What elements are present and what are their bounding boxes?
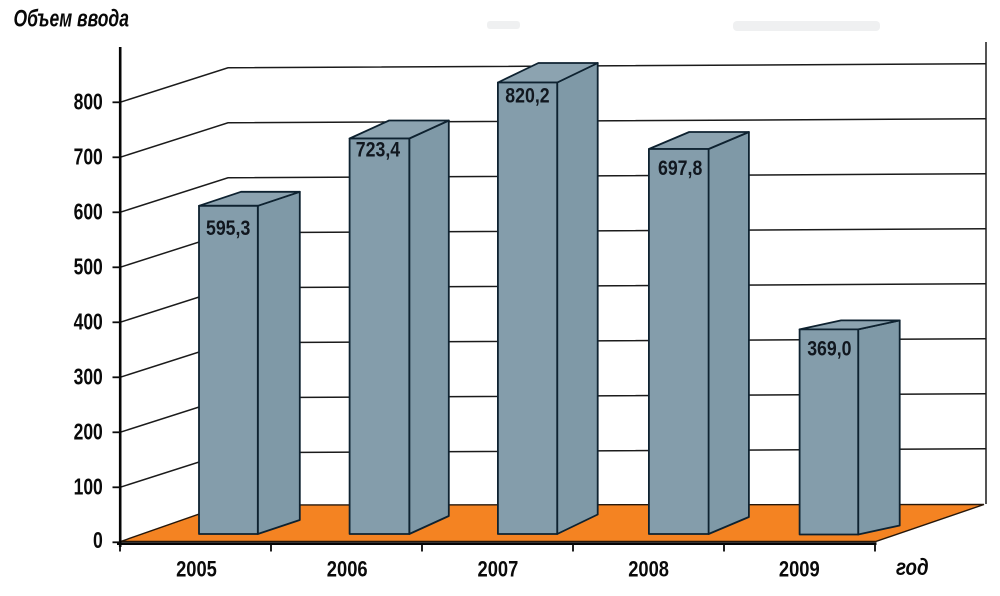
svg-text:2009: 2009: [779, 556, 820, 581]
svg-text:400: 400: [74, 309, 103, 335]
svg-text:600: 600: [74, 199, 103, 225]
svg-text:369,0: 369,0: [807, 336, 851, 360]
svg-text:723,4: 723,4: [356, 138, 400, 162]
svg-text:0: 0: [93, 527, 103, 553]
svg-text:697,8: 697,8: [658, 156, 702, 180]
svg-text:500: 500: [74, 254, 103, 280]
svg-text:2008: 2008: [628, 556, 669, 581]
svg-text:год: год: [896, 554, 929, 580]
svg-text:200: 200: [74, 419, 103, 445]
svg-text:300: 300: [74, 364, 103, 390]
svg-text:100: 100: [74, 474, 103, 500]
svg-text:2006: 2006: [327, 556, 368, 581]
svg-text:820,2: 820,2: [505, 84, 549, 108]
svg-text:595,3: 595,3: [206, 216, 250, 240]
svg-text:2005: 2005: [176, 556, 217, 581]
svg-text:Объем ввода: Объем ввода: [14, 5, 130, 32]
svg-text:2007: 2007: [478, 556, 519, 581]
svg-text:700: 700: [74, 144, 103, 170]
svg-text:800: 800: [74, 89, 103, 115]
